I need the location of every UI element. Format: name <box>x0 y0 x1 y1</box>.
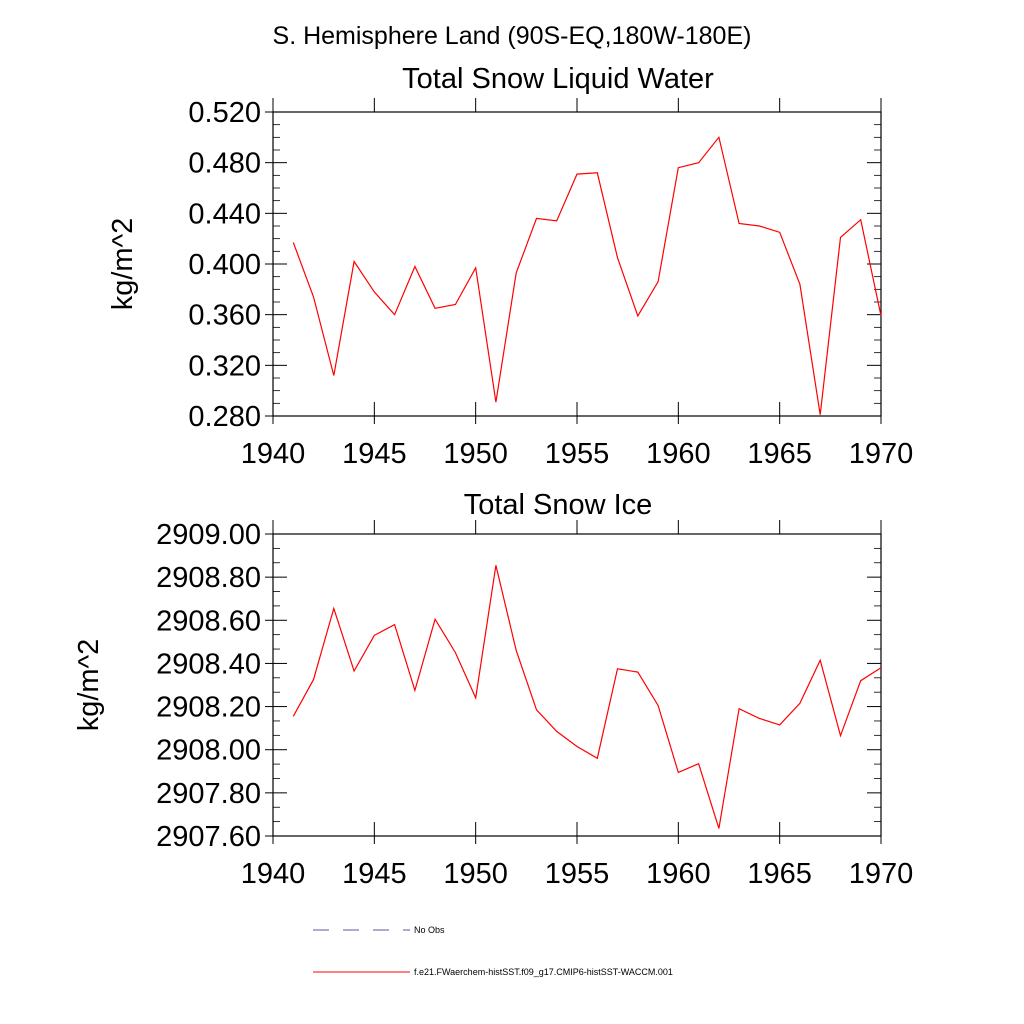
x-tick-label: 1955 <box>545 438 610 470</box>
page-title: S. Hemisphere Land (90S-EQ,180W-180E) <box>273 22 752 50</box>
x-tick-label: 1945 <box>342 858 407 890</box>
y-tick-label: 0.480 <box>188 148 261 180</box>
x-tick-label: 1970 <box>849 858 914 890</box>
y-axis-label: kg/m^2 <box>107 218 139 311</box>
x-tick-label: 1965 <box>747 438 812 470</box>
x-tick-label: 1940 <box>241 858 306 890</box>
y-tick-label: 2908.00 <box>156 735 261 767</box>
series-line <box>292 135 882 415</box>
y-tick-label: 0.400 <box>188 249 261 281</box>
y-tick-label: 2908.60 <box>156 605 261 637</box>
x-tick-label: 1945 <box>342 438 407 470</box>
x-tick-label: 1940 <box>241 438 306 470</box>
legend-label: f.e21.FWaerchem-histSST.f09_g17.CMIP6-hi… <box>414 967 673 977</box>
chart-panel-bottom: 1940 1945 1950 1955 1960 1965 1970 2907.60 2907.… <box>73 489 913 890</box>
x-tick-label: 1950 <box>443 858 508 890</box>
plot-frame <box>272 533 882 837</box>
y-tick-label: 2907.80 <box>156 778 261 810</box>
x-tick-label: 1960 <box>646 858 711 890</box>
y-tick-label: 2908.40 <box>156 648 261 680</box>
chart-panel-top: 1940 1945 1950 1955 1960 1965 1970 0.280 0.320 0.… <box>107 63 913 470</box>
y-tick-label: 0.280 <box>188 401 261 433</box>
y-tick-label: 0.440 <box>188 198 261 230</box>
x-tick-label: 1955 <box>545 858 610 890</box>
series-line <box>292 565 882 829</box>
y-tick-label: 2908.20 <box>156 692 261 724</box>
y-tick-label: 0.360 <box>188 300 261 332</box>
x-tick-label: 1950 <box>443 438 508 470</box>
y-tick-label: 2909.00 <box>156 519 261 551</box>
y-tick-label: 0.320 <box>188 350 261 382</box>
chart-title: Total Snow Liquid Water <box>402 63 714 95</box>
chart-title: Total Snow Ice <box>464 489 653 521</box>
y-tick-label: 2908.80 <box>156 562 261 594</box>
x-tick-label: 1965 <box>747 858 812 890</box>
y-tick-label: 0.520 <box>188 97 261 129</box>
legend: No Obs f.e21.FWaerchem-histSST.f09_g17.CM… <box>313 925 673 977</box>
legend-label: No Obs <box>414 925 445 935</box>
y-tick-label: 2907.60 <box>156 821 261 853</box>
plot-frame <box>272 111 882 417</box>
x-tick-label: 1960 <box>646 438 711 470</box>
y-axis-label: kg/m^2 <box>73 639 105 732</box>
x-tick-label: 1970 <box>849 438 914 470</box>
